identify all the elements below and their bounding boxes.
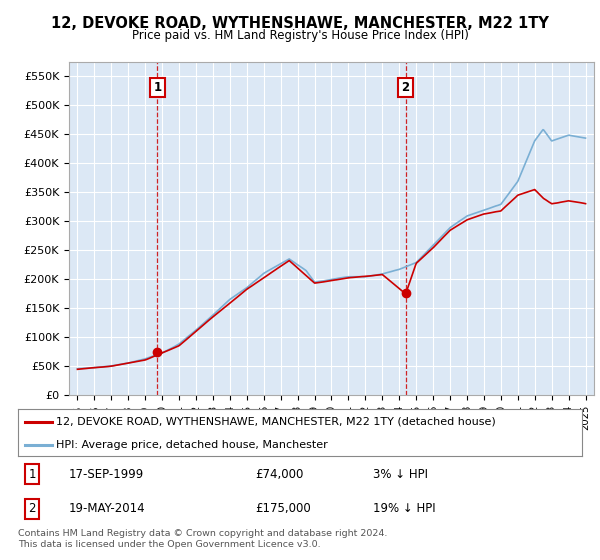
Text: 2: 2 [28,502,36,515]
Text: 1: 1 [154,81,161,94]
Text: Price paid vs. HM Land Registry's House Price Index (HPI): Price paid vs. HM Land Registry's House … [131,29,469,42]
Text: 1: 1 [28,468,36,480]
Text: 17-SEP-1999: 17-SEP-1999 [69,468,144,480]
Text: 3% ↓ HPI: 3% ↓ HPI [373,468,428,480]
Text: £175,000: £175,000 [255,502,311,515]
Text: HPI: Average price, detached house, Manchester: HPI: Average price, detached house, Manc… [56,440,328,450]
Text: 12, DEVOKE ROAD, WYTHENSHAWE, MANCHESTER, M22 1TY (detached house): 12, DEVOKE ROAD, WYTHENSHAWE, MANCHESTER… [56,417,496,427]
Text: 19% ↓ HPI: 19% ↓ HPI [373,502,436,515]
Text: 12, DEVOKE ROAD, WYTHENSHAWE, MANCHESTER, M22 1TY: 12, DEVOKE ROAD, WYTHENSHAWE, MANCHESTER… [51,16,549,31]
Text: £74,000: £74,000 [255,468,303,480]
Text: Contains HM Land Registry data © Crown copyright and database right 2024.
This d: Contains HM Land Registry data © Crown c… [18,529,388,549]
Text: 19-MAY-2014: 19-MAY-2014 [69,502,145,515]
Text: 2: 2 [401,81,410,94]
